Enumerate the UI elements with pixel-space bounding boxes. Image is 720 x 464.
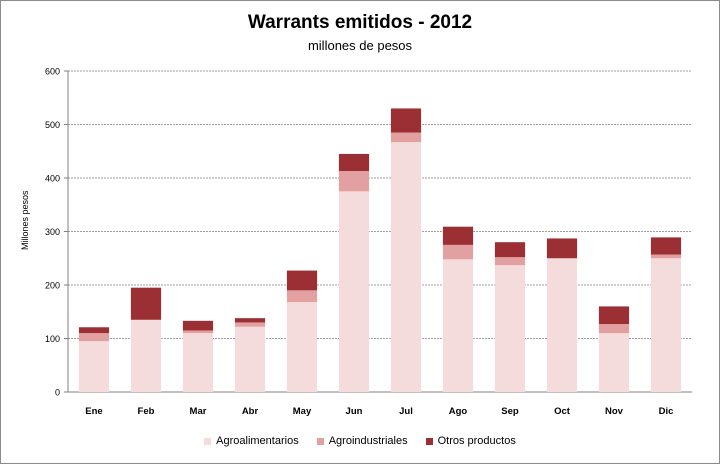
- bar-segment: [130, 319, 162, 392]
- x-tick-label: Feb: [138, 406, 155, 417]
- x-tick-label: May: [293, 406, 312, 417]
- bar-segment: [338, 171, 370, 192]
- bar-segment: [234, 326, 266, 392]
- x-tick-label: Oct: [554, 406, 571, 417]
- bar-segment: [494, 265, 526, 392]
- x-tick-label: Ago: [449, 406, 468, 417]
- bar-segment: [546, 258, 578, 392]
- legend-item: Agroindustriales: [316, 435, 408, 447]
- bar-segment: [130, 287, 162, 320]
- legend-label: Otros productos: [437, 435, 516, 447]
- bar-segment: [598, 324, 630, 334]
- legend-label: Agroalimentarios: [216, 435, 299, 447]
- bar-segment: [390, 142, 422, 392]
- x-tick-label: Mar: [190, 406, 207, 417]
- x-tick-label: Sep: [501, 406, 519, 417]
- chart-subtitle: millones de pesos: [307, 38, 413, 53]
- bar-segment: [442, 226, 474, 245]
- x-tick-label: Dic: [659, 406, 674, 417]
- bar-segment: [494, 242, 526, 258]
- bar-segment: [182, 330, 214, 334]
- legend-item: Otros productos: [425, 435, 516, 447]
- legend: Agroalimentarios Agroindustriales Otros …: [0, 435, 720, 447]
- bar-segment: [182, 333, 214, 392]
- bar-segment: [78, 333, 110, 342]
- y-tick-label: 600: [45, 67, 60, 77]
- bar-segment: [78, 327, 110, 334]
- bar-segment: [234, 322, 266, 327]
- x-tick-label: Jun: [346, 406, 363, 417]
- x-tick-label: Ene: [85, 406, 102, 417]
- legend-item: Agroalimentarios: [204, 435, 299, 447]
- bar-segment: [182, 320, 214, 331]
- y-tick-label: 100: [45, 334, 60, 344]
- bar-segment: [442, 259, 474, 392]
- bar-segment: [338, 153, 370, 172]
- bar-segment: [338, 191, 370, 392]
- y-tick-label: 0: [55, 388, 60, 398]
- legend-swatch: [316, 437, 324, 445]
- bar-segment: [234, 318, 266, 323]
- bar-segment: [286, 290, 318, 303]
- bar-segment: [494, 257, 526, 266]
- bar-segment: [390, 108, 422, 133]
- y-tick-label: 200: [45, 281, 60, 291]
- x-tick-label: Abr: [242, 406, 259, 417]
- y-tick-label: 300: [45, 227, 60, 237]
- bar-segment: [650, 258, 682, 392]
- x-tick-label: Nov: [605, 406, 624, 417]
- y-tick-label: 400: [45, 174, 60, 184]
- bar-segment: [390, 132, 422, 143]
- bar-segment: [546, 238, 578, 259]
- x-tick-label: Jul: [399, 406, 413, 417]
- bar-segment: [286, 270, 318, 291]
- y-tick-label: 500: [45, 120, 60, 130]
- bar-segment: [78, 341, 110, 392]
- bar-segment: [442, 244, 474, 260]
- bar-segment: [650, 237, 682, 255]
- bar-segment: [598, 306, 630, 325]
- legend-swatch: [204, 437, 212, 445]
- legend-swatch: [425, 437, 433, 445]
- bar-segment: [598, 333, 630, 392]
- legend-label: Agroindustriales: [328, 435, 408, 447]
- bar-segment: [286, 302, 318, 392]
- bar-segment: [650, 254, 682, 259]
- chart-title: Warrants emitidos - 2012: [247, 12, 473, 33]
